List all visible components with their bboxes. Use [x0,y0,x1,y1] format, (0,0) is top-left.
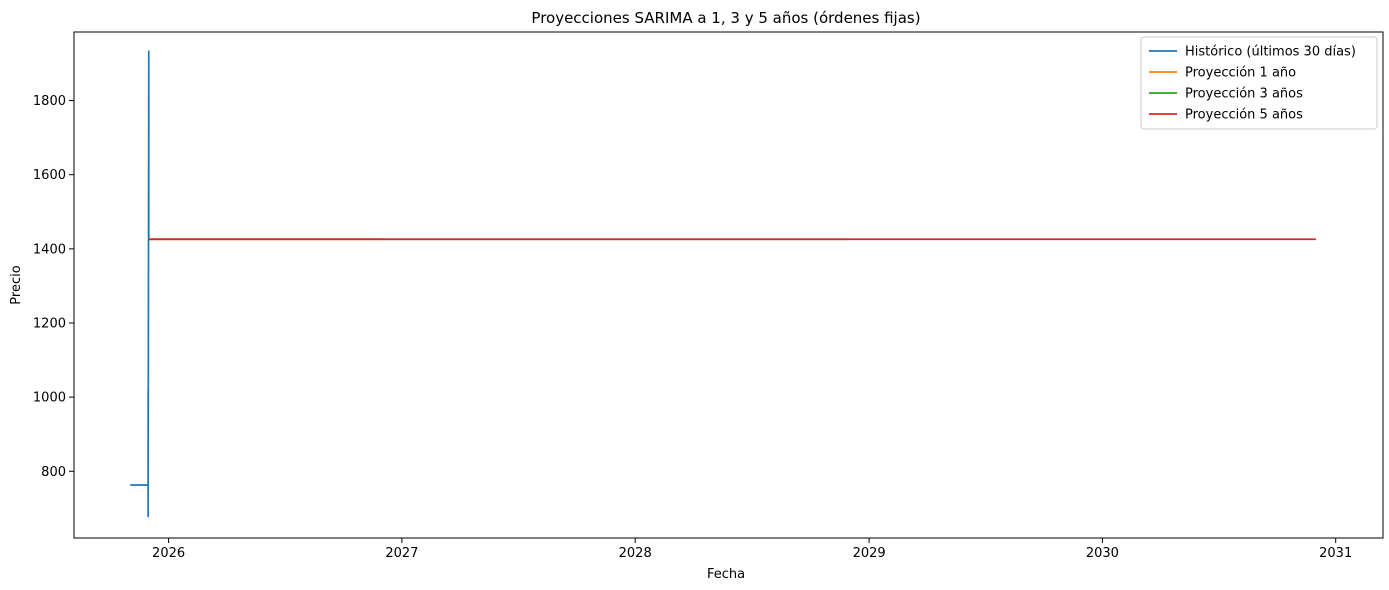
chart-title: Proyecciones SARIMA a 1, 3 y 5 años (órd… [531,9,920,27]
legend-label: Proyección 1 año [1185,66,1296,81]
legend-label: Proyección 5 años [1185,108,1303,123]
legend-label: Proyección 3 años [1185,87,1303,102]
x-tick-label: 2027 [385,546,418,561]
legend-label: Histórico (últimos 30 días) [1185,45,1356,60]
legend: Histórico (últimos 30 días) Proyección 1 … [1140,36,1378,130]
x-tick-label: 2029 [853,546,886,561]
x-axis: 2026 2027 2028 2029 2030 2031 [152,538,1352,561]
x-axis-label: Fecha [707,567,745,582]
series-group [130,50,1316,518]
y-tick-label: 800 [41,465,66,480]
y-axis-label: Precio [9,265,24,304]
y-tick-label: 1200 [33,316,66,331]
x-tick-label: 2028 [619,546,652,561]
series-line-1 [130,50,150,518]
y-tick-label: 1000 [33,391,66,406]
plot-area-frame [73,31,1384,539]
x-tick-label: 2026 [152,546,185,561]
y-tick-label: 1800 [33,94,66,109]
x-tick-label: 2030 [1086,546,1119,561]
legend-box [1140,36,1378,130]
x-tick-label: 2031 [1319,546,1352,561]
y-axis: 800 1000 1200 1400 1600 1800 [33,94,74,480]
y-tick-label: 1600 [33,168,66,183]
y-tick-label: 1400 [33,242,66,257]
